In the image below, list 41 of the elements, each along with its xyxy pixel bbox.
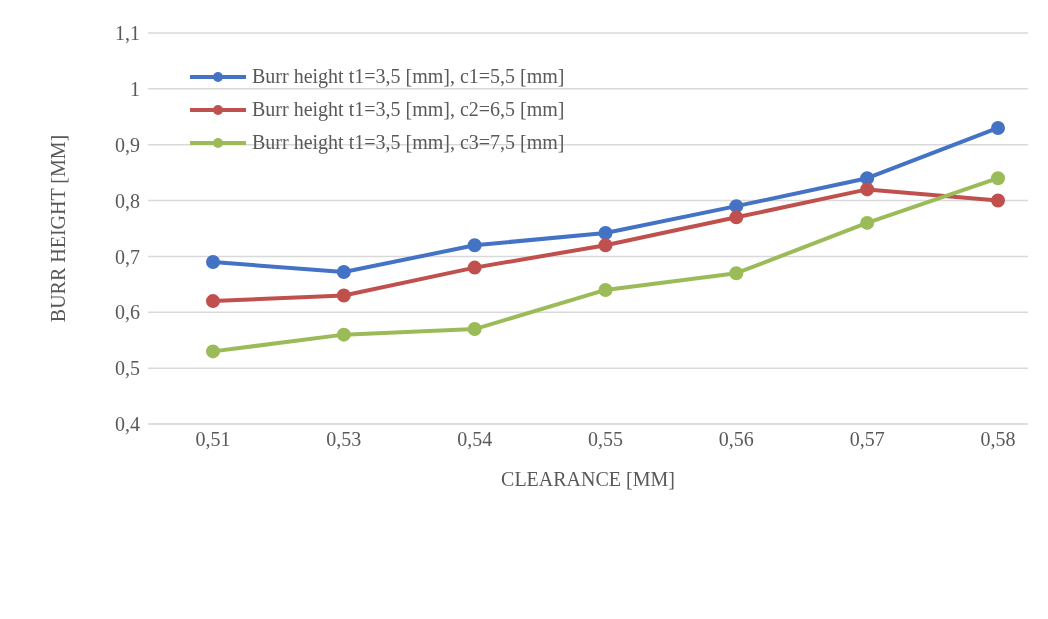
point <box>991 120 1005 135</box>
point <box>467 260 482 275</box>
point <box>729 266 744 281</box>
point <box>467 322 482 337</box>
y-tick-label: 1 <box>130 77 140 100</box>
x-tick-label: 0,55 <box>588 428 623 451</box>
legend-label: Burr height t1=3,5 [mm], c2=6,5 [mm] <box>252 98 565 121</box>
point <box>336 288 351 303</box>
point <box>991 193 1005 208</box>
y-tick-label: 0,6 <box>115 301 140 324</box>
point <box>598 238 613 253</box>
point <box>598 282 613 297</box>
point <box>206 344 220 359</box>
point <box>860 171 875 186</box>
y-tick-label: 1,1 <box>115 22 140 45</box>
point <box>991 171 1005 186</box>
point <box>860 215 875 230</box>
y-tick-label: 0,7 <box>115 245 140 268</box>
y-tick-label: 0,5 <box>115 357 140 380</box>
legend-label: Burr height t1=3,5 [mm], c3=7,5 [mm] <box>252 131 565 154</box>
legend-label: Burr height t1=3,5 [mm], c1=5,5 [mm] <box>252 65 565 88</box>
x-tick-label: 0,57 <box>849 428 885 451</box>
x-tick-label: 0,58 <box>980 428 1016 451</box>
point <box>336 327 351 342</box>
point <box>206 255 220 270</box>
x-axis-title: CLEARANCE [MM] <box>501 468 675 490</box>
point <box>729 210 744 225</box>
y-tick-label: 0,4 <box>115 413 140 436</box>
point <box>206 294 220 309</box>
point <box>336 265 351 280</box>
x-tick-label: 0,54 <box>457 428 493 451</box>
x-tick-label: 0,53 <box>326 428 362 451</box>
x-tick-label: 0,56 <box>718 428 754 451</box>
point <box>860 182 875 197</box>
point <box>598 225 613 240</box>
point <box>467 238 482 253</box>
point <box>729 199 744 214</box>
y-tick-label: 0,9 <box>115 133 140 156</box>
y-axis-title: BURR HEIGHT [MM] <box>47 134 70 323</box>
x-tick-label: 0,51 <box>195 428 231 451</box>
y-tick-label: 0,8 <box>115 189 140 212</box>
